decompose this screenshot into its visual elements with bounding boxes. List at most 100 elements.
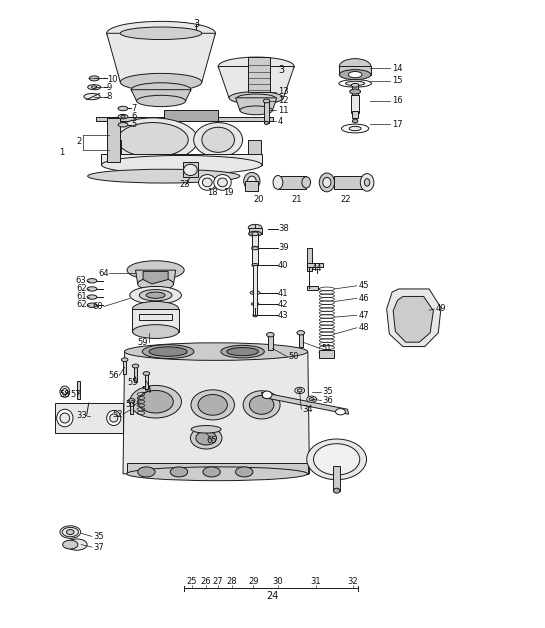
Ellipse shape bbox=[184, 165, 197, 175]
Bar bbox=[352, 111, 359, 119]
Ellipse shape bbox=[138, 278, 173, 290]
Bar bbox=[335, 176, 367, 188]
Text: 4: 4 bbox=[278, 117, 283, 126]
Text: 61: 61 bbox=[76, 292, 87, 301]
Ellipse shape bbox=[57, 409, 73, 427]
Bar bbox=[252, 234, 258, 248]
Polygon shape bbox=[386, 289, 441, 347]
Text: 44: 44 bbox=[312, 264, 322, 273]
Ellipse shape bbox=[132, 325, 179, 338]
Text: 13: 13 bbox=[278, 87, 288, 96]
Ellipse shape bbox=[127, 261, 184, 279]
Ellipse shape bbox=[130, 386, 181, 418]
Ellipse shape bbox=[218, 57, 294, 76]
Text: 28: 28 bbox=[226, 577, 237, 586]
Text: 42: 42 bbox=[278, 300, 288, 309]
Bar bbox=[268, 335, 272, 350]
Ellipse shape bbox=[87, 303, 97, 308]
Ellipse shape bbox=[307, 396, 317, 403]
Polygon shape bbox=[107, 119, 120, 163]
Ellipse shape bbox=[237, 94, 275, 102]
Text: 20: 20 bbox=[253, 195, 264, 205]
Ellipse shape bbox=[146, 292, 165, 298]
Ellipse shape bbox=[252, 232, 258, 236]
Ellipse shape bbox=[350, 89, 361, 94]
Ellipse shape bbox=[295, 387, 305, 394]
Polygon shape bbox=[136, 270, 175, 284]
Text: 17: 17 bbox=[392, 120, 403, 129]
Text: 46: 46 bbox=[359, 294, 369, 303]
Ellipse shape bbox=[319, 350, 335, 356]
Ellipse shape bbox=[302, 176, 311, 188]
Ellipse shape bbox=[336, 409, 346, 415]
Ellipse shape bbox=[217, 178, 227, 187]
Ellipse shape bbox=[170, 467, 187, 477]
Ellipse shape bbox=[87, 287, 97, 291]
Ellipse shape bbox=[92, 86, 97, 89]
Text: 51: 51 bbox=[322, 344, 332, 353]
Bar bbox=[340, 67, 371, 75]
Text: 24: 24 bbox=[267, 591, 278, 601]
Bar bbox=[249, 227, 262, 234]
Ellipse shape bbox=[267, 332, 274, 337]
Bar bbox=[299, 333, 303, 347]
Polygon shape bbox=[393, 296, 433, 342]
Ellipse shape bbox=[193, 122, 243, 157]
Ellipse shape bbox=[221, 345, 264, 358]
Text: 33: 33 bbox=[76, 411, 87, 420]
Ellipse shape bbox=[118, 122, 188, 157]
Text: 2: 2 bbox=[76, 137, 81, 146]
Ellipse shape bbox=[323, 177, 331, 187]
Text: 15: 15 bbox=[392, 77, 403, 85]
Ellipse shape bbox=[122, 358, 128, 362]
Ellipse shape bbox=[131, 83, 191, 97]
Text: 41: 41 bbox=[278, 289, 288, 298]
Bar bbox=[252, 248, 258, 265]
Text: 9: 9 bbox=[107, 83, 112, 92]
Bar bbox=[123, 360, 126, 374]
Ellipse shape bbox=[130, 286, 181, 304]
Text: 10: 10 bbox=[107, 75, 117, 84]
Ellipse shape bbox=[66, 529, 74, 534]
Polygon shape bbox=[132, 309, 179, 332]
Ellipse shape bbox=[334, 488, 340, 493]
Ellipse shape bbox=[137, 95, 185, 107]
Text: 39: 39 bbox=[278, 243, 288, 252]
Ellipse shape bbox=[60, 413, 70, 423]
Bar bbox=[307, 286, 318, 290]
Text: 34: 34 bbox=[302, 404, 313, 414]
Ellipse shape bbox=[191, 390, 234, 420]
Ellipse shape bbox=[88, 170, 240, 183]
Ellipse shape bbox=[87, 279, 97, 283]
Ellipse shape bbox=[250, 396, 274, 414]
Polygon shape bbox=[143, 271, 168, 284]
Ellipse shape bbox=[263, 99, 270, 103]
Text: 8: 8 bbox=[107, 92, 112, 101]
Ellipse shape bbox=[360, 173, 374, 191]
Text: 63: 63 bbox=[76, 276, 87, 285]
Text: 62: 62 bbox=[76, 284, 87, 293]
Ellipse shape bbox=[244, 172, 260, 190]
Ellipse shape bbox=[198, 394, 227, 415]
Ellipse shape bbox=[297, 389, 302, 392]
Bar bbox=[140, 314, 172, 320]
Ellipse shape bbox=[309, 398, 314, 401]
Bar bbox=[253, 265, 257, 315]
Ellipse shape bbox=[251, 303, 259, 306]
Text: 19: 19 bbox=[223, 188, 233, 197]
Text: 49: 49 bbox=[435, 305, 446, 313]
Ellipse shape bbox=[138, 391, 173, 413]
Text: 3: 3 bbox=[278, 65, 284, 75]
Text: 27: 27 bbox=[213, 577, 223, 586]
Bar bbox=[278, 176, 306, 188]
Ellipse shape bbox=[252, 247, 258, 250]
Ellipse shape bbox=[319, 173, 335, 192]
Ellipse shape bbox=[250, 291, 260, 295]
Ellipse shape bbox=[253, 292, 257, 294]
Ellipse shape bbox=[121, 116, 125, 118]
Ellipse shape bbox=[229, 92, 283, 104]
Ellipse shape bbox=[143, 372, 150, 376]
Ellipse shape bbox=[62, 389, 68, 395]
Text: 45: 45 bbox=[359, 281, 369, 290]
Polygon shape bbox=[235, 98, 277, 111]
